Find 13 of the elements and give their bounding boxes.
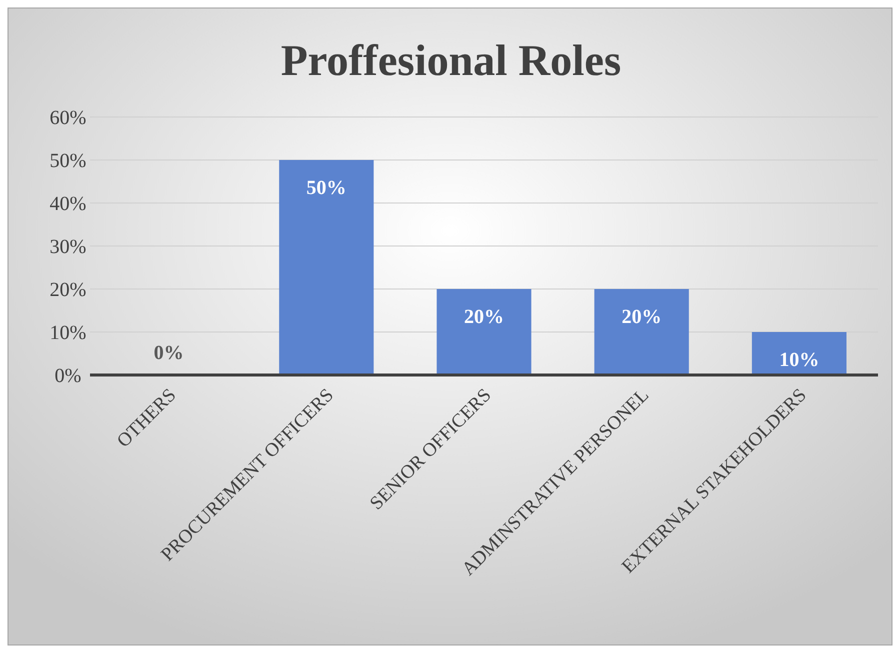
data-label: 20% xyxy=(622,306,662,328)
data-label: 50% xyxy=(306,177,346,199)
y-tick-label: 40% xyxy=(50,193,86,215)
y-tick-label: 10% xyxy=(50,322,86,344)
data-label: 10% xyxy=(779,349,820,371)
data-label: 0% xyxy=(154,342,184,364)
y-tick-label: 0% xyxy=(54,365,82,387)
y-tick-label: 30% xyxy=(50,236,86,258)
y-tick-label: 50% xyxy=(50,150,86,172)
data-label: 20% xyxy=(464,306,504,328)
y-tick-label: 20% xyxy=(50,279,86,301)
y-tick-label: 60% xyxy=(50,107,86,129)
chart-title: Proffesional Roles xyxy=(280,36,622,85)
